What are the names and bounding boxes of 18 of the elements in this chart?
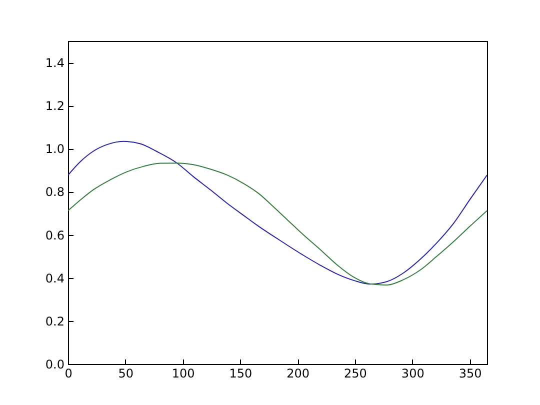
x-tick-label: 200 — [286, 366, 310, 380]
x-tick-label: 50 — [118, 366, 134, 380]
y-tick-label: 0.6 — [45, 228, 64, 242]
y-tick-label: 0.8 — [45, 185, 64, 200]
x-tick-label: 100 — [172, 366, 195, 380]
y-tick-label: 0.0 — [45, 358, 64, 372]
line-series — [68, 140, 487, 285]
y-tick-label: 0.2 — [45, 314, 64, 328]
y-tick-label: 1.0 — [45, 142, 64, 156]
x-tick-label: 300 — [401, 366, 424, 380]
x-tick-label: 150 — [229, 366, 252, 380]
y-tick-label: 1.2 — [45, 99, 64, 114]
y-tick-label: 0.4 — [45, 271, 64, 286]
x-tick-label: 0 — [64, 366, 72, 380]
x-tick-label: 350 — [458, 366, 482, 380]
y-tick-label: 1.4 — [45, 56, 64, 70]
line-series — [68, 162, 487, 286]
x-tick-label: 250 — [344, 366, 367, 380]
